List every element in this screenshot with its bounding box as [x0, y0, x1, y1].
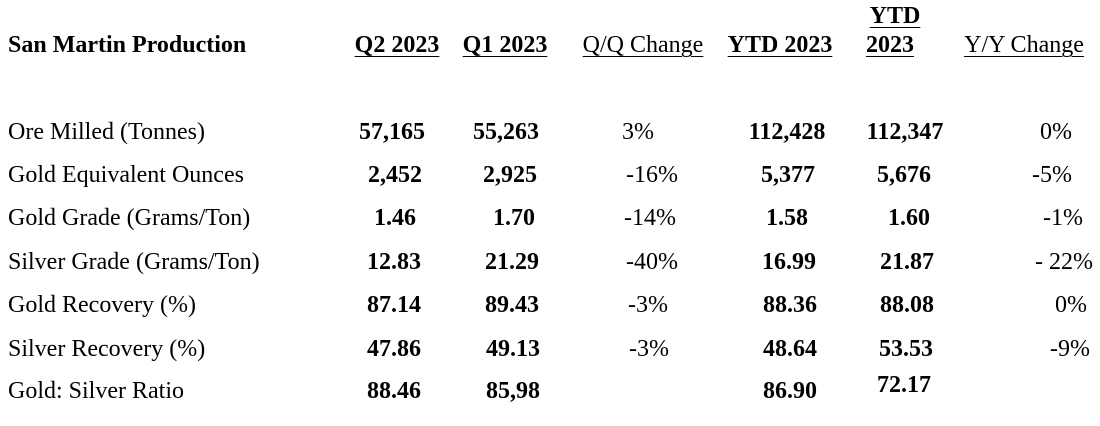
cell-q1: 1.70	[493, 205, 535, 231]
cell-q2: 12.83	[367, 249, 421, 275]
cell-q1: 85,98	[486, 378, 540, 404]
cell-yy-change: - 22%	[1035, 249, 1093, 275]
cell-yy-change: -5%	[1032, 162, 1072, 188]
cell-ytd-b: 112,347	[866, 119, 944, 145]
header-ytd-2023-a: YTD 2023	[727, 32, 833, 58]
cell-qq-change: -3%	[629, 336, 669, 362]
cell-qq-change: -16%	[626, 162, 678, 188]
cell-q2: 57,165	[359, 119, 425, 145]
cell-q1: 49.13	[486, 336, 540, 362]
cell-qq-change: -3%	[628, 292, 668, 318]
cell-q1: 89.43	[485, 292, 539, 318]
cell-yy-change: -1%	[1043, 205, 1083, 231]
row-label: Ore Milled (Tonnes)	[8, 119, 205, 145]
cell-ytd-a: 86.90	[763, 378, 817, 404]
cell-q2: 88.46	[367, 378, 421, 404]
header-ytd-2023-b-line1: YTD	[869, 3, 921, 29]
cell-qq-change: -40%	[626, 249, 678, 275]
cell-q2: 47.86	[367, 336, 421, 362]
cell-ytd-a: 112,428	[748, 119, 826, 145]
cell-ytd-a: 1.58	[766, 205, 808, 231]
cell-ytd-b: 5,676	[877, 162, 931, 188]
header-q2-2023: Q2 2023	[354, 32, 440, 58]
cell-ytd-a: 88.36	[763, 292, 817, 318]
cell-ytd-a: 48.64	[763, 336, 817, 362]
table-title: San Martin Production	[8, 32, 247, 58]
header-q1-2023: Q1 2023	[462, 32, 548, 58]
cell-qq-change: -14%	[624, 205, 676, 231]
row-label: Silver Grade (Grams/Ton)	[8, 249, 260, 275]
cell-ytd-b: 72.17	[877, 372, 931, 398]
cell-q2: 87.14	[367, 292, 421, 318]
row-label: Gold Recovery (%)	[8, 292, 196, 318]
row-label: Gold: Silver Ratio	[8, 378, 184, 404]
cell-q2: 2,452	[368, 162, 422, 188]
cell-yy-change: 0%	[1055, 292, 1087, 318]
cell-yy-change: 0%	[1040, 119, 1072, 145]
header-yy-change: Y/Y Change	[964, 32, 1084, 58]
cell-ytd-a: 16.99	[762, 249, 816, 275]
cell-yy-change: -9%	[1050, 336, 1090, 362]
cell-q1: 55,263	[473, 119, 539, 145]
cell-q1: 2,925	[483, 162, 537, 188]
cell-q1: 21.29	[485, 249, 539, 275]
cell-q2: 1.46	[374, 205, 416, 231]
header-ytd-2023-b-line2: 2023	[866, 32, 914, 58]
row-label: Gold Equivalent Ounces	[8, 162, 244, 188]
row-label: Gold Grade (Grams/Ton)	[8, 205, 251, 231]
cell-ytd-b: 53.53	[879, 336, 933, 362]
cell-ytd-a: 5,377	[761, 162, 815, 188]
cell-ytd-b: 21.87	[880, 249, 934, 275]
header-qq-change: Q/Q Change	[582, 32, 704, 58]
cell-qq-change: 3%	[622, 119, 654, 145]
row-label: Silver Recovery (%)	[8, 336, 206, 362]
cell-ytd-b: 88.08	[880, 292, 934, 318]
cell-ytd-b: 1.60	[888, 205, 930, 231]
